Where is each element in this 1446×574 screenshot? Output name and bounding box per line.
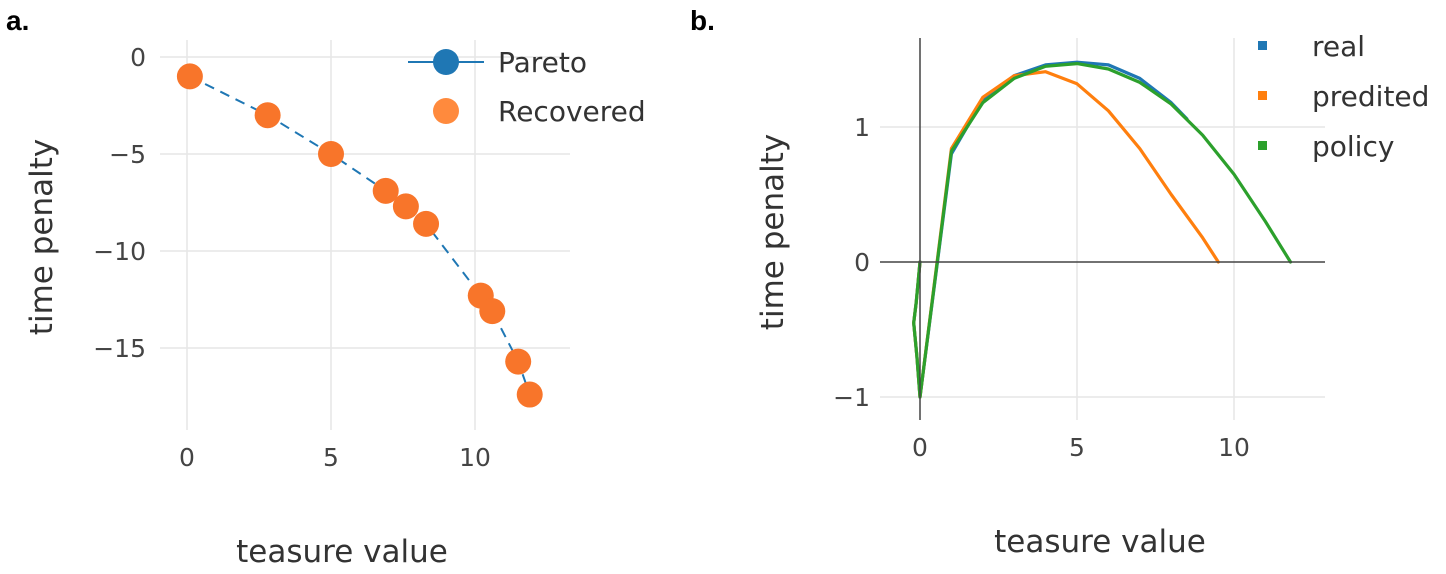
recovered-point [372, 177, 399, 204]
panel-b: b. 0 5 10 −1 0 1 teasure value time penalty r… [690, 5, 1429, 560]
recovered-point [392, 193, 419, 220]
panel-a-y-tick-label: −10 [93, 237, 146, 266]
pareto-dashed-line [189, 75, 531, 395]
panel-b-y-axis-title: time penalty [755, 134, 791, 330]
panel-a-grid [160, 40, 570, 430]
panel-a-x-tick-label: 0 [179, 443, 195, 472]
recovered-point [505, 348, 532, 375]
recovered-point [516, 381, 543, 408]
panel-b-legend: real predited policy [1258, 30, 1429, 163]
panel-b-series-predited [912, 70, 1220, 399]
legend-policy-label: policy [1312, 130, 1394, 163]
panel-b-series-real [912, 60, 1189, 399]
panel-b-series-policy [912, 62, 1293, 399]
panel-a: a. 0 5 10 0 −5 −10 −15 teasure value time pena… [6, 5, 646, 570]
panel-a-pareto-line [189, 75, 531, 395]
legend-real-marker [1258, 41, 1267, 50]
legend-recovered-marker [433, 98, 459, 124]
panel-b-y-tick-label: 0 [854, 248, 870, 277]
panel-b-grid [880, 38, 1325, 420]
panel-b-series [912, 60, 1293, 399]
panel-b-x-tick-label: 5 [1069, 433, 1085, 462]
recovered-point [479, 298, 506, 325]
panel-a-y-tick-label: −5 [109, 140, 146, 169]
panel-b-zero-lines [880, 38, 1325, 420]
legend-pareto-marker [433, 49, 459, 75]
legend-predited-label: predited [1312, 80, 1429, 113]
panel-b-y-tick-label: −1 [833, 383, 870, 412]
panel-a-y-axis-title: time penalty [24, 139, 60, 335]
panel-a-x-tick-label: 5 [323, 443, 339, 472]
recovered-point [413, 210, 440, 237]
panel-b-label: b. [690, 5, 715, 36]
legend-real-label: real [1312, 30, 1365, 63]
panel-a-y-tick-label: 0 [130, 43, 146, 72]
panel-b-tick-labels: 0 5 10 −1 0 1 [833, 113, 1250, 462]
recovered-point [318, 141, 344, 167]
panel-b-x-tick-label: 0 [912, 433, 928, 462]
panel-a-label: a. [6, 5, 29, 36]
panel-b-y-tick-label: 1 [854, 113, 870, 142]
recovered-point [254, 102, 281, 129]
panel-a-x-axis-title: teasure value [236, 534, 448, 570]
panel-b-x-axis-title: teasure value [994, 524, 1206, 560]
panel-a-legend: Pareto Recovered [408, 46, 646, 128]
legend-recovered-label: Recovered [498, 95, 646, 128]
panel-a-tick-labels: 0 5 10 0 −5 −10 −15 [93, 43, 491, 472]
recovered-point [176, 63, 203, 90]
panel-a-x-tick-label: 10 [459, 443, 491, 472]
panel-b-x-tick-label: 10 [1218, 433, 1250, 462]
panel-a-recovered-points [176, 63, 543, 408]
legend-policy-marker [1258, 141, 1267, 150]
legend-pareto-label: Pareto [498, 46, 587, 79]
legend-predited-marker [1258, 91, 1267, 100]
panel-a-y-tick-label: −15 [93, 334, 146, 363]
